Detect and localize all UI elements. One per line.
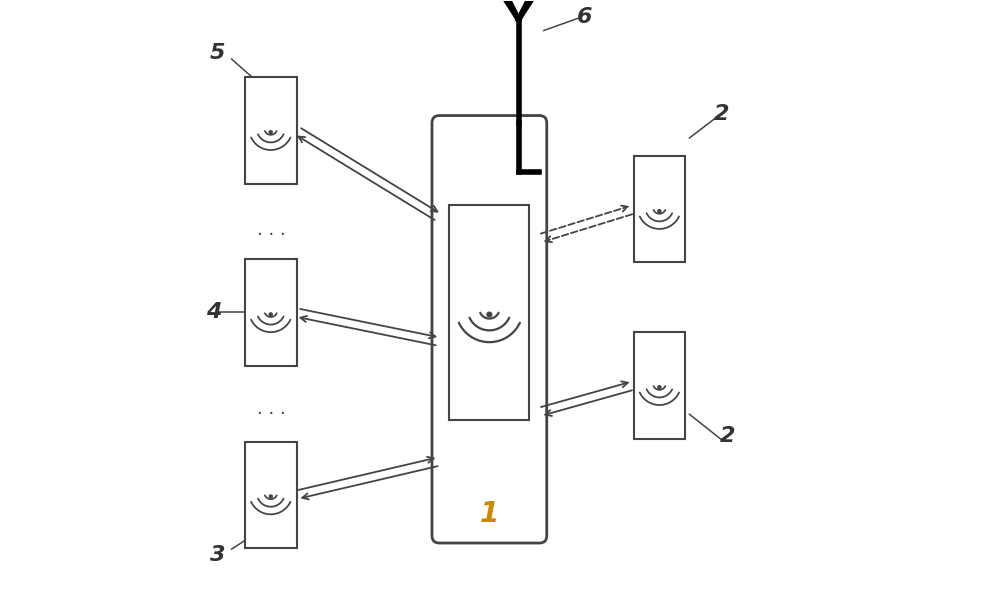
Circle shape (269, 131, 272, 134)
Text: 1: 1 (480, 500, 499, 528)
Text: 4: 4 (206, 303, 221, 322)
Bar (449, 206, 529, 420)
Text: 2: 2 (720, 426, 735, 445)
Text: 2: 2 (714, 104, 729, 124)
Text: 6: 6 (577, 7, 593, 27)
Bar (245, 259, 297, 366)
Circle shape (269, 495, 272, 498)
Bar (634, 156, 685, 262)
Text: 3: 3 (210, 545, 225, 565)
Text: · · ·: · · · (257, 405, 285, 423)
Bar (245, 77, 297, 184)
Text: 5: 5 (210, 43, 225, 63)
Text: · · ·: · · · (257, 226, 285, 244)
Circle shape (269, 313, 272, 316)
Bar (245, 442, 297, 548)
FancyBboxPatch shape (432, 115, 547, 543)
Circle shape (658, 386, 661, 389)
Bar (634, 332, 685, 439)
Circle shape (658, 210, 661, 213)
Circle shape (487, 312, 492, 317)
